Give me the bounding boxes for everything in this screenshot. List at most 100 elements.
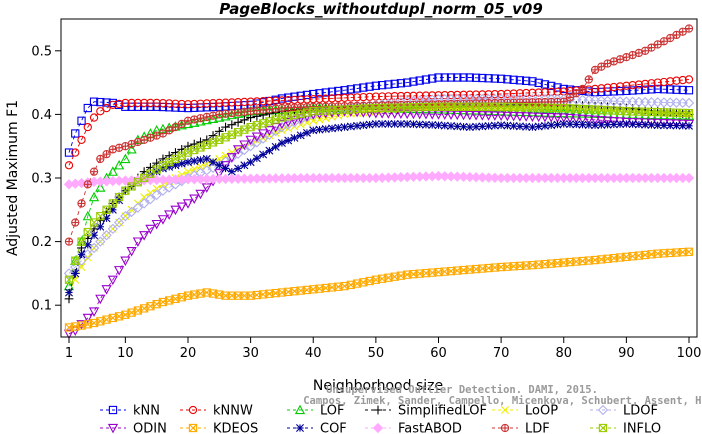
data-point bbox=[478, 90, 487, 99]
data-point bbox=[509, 89, 518, 98]
legend-label: kNN bbox=[133, 404, 160, 419]
data-point bbox=[71, 129, 80, 138]
legend-item-ldf: LDF bbox=[492, 422, 550, 434]
legend-label: LOF bbox=[320, 404, 345, 419]
data-point bbox=[289, 115, 300, 126]
data-point bbox=[440, 121, 449, 130]
data-point bbox=[596, 116, 607, 126]
data-point bbox=[521, 106, 532, 117]
data-point bbox=[214, 169, 225, 179]
data-point bbox=[190, 99, 199, 109]
data-point bbox=[528, 77, 537, 86]
data-point bbox=[265, 96, 274, 106]
data-point bbox=[484, 121, 493, 130]
data-point bbox=[258, 129, 269, 139]
data-point bbox=[346, 122, 355, 131]
data-point bbox=[578, 84, 587, 94]
data-point bbox=[252, 97, 262, 106]
series-inflo bbox=[64, 102, 694, 284]
data-point bbox=[684, 108, 694, 118]
data-point bbox=[471, 90, 481, 99]
data-point bbox=[539, 107, 551, 117]
data-point bbox=[666, 77, 675, 86]
data-point bbox=[415, 91, 424, 100]
data-point bbox=[527, 112, 538, 122]
data-point bbox=[126, 144, 137, 154]
data-point bbox=[276, 119, 288, 130]
data-point bbox=[171, 103, 180, 112]
data-point bbox=[152, 98, 161, 108]
data-point bbox=[653, 121, 662, 130]
y-tick-label: 0.3 bbox=[31, 172, 52, 187]
data-point bbox=[101, 230, 112, 241]
legend-label: ODIN bbox=[133, 422, 167, 434]
data-point bbox=[428, 120, 437, 129]
legend-label: LDOF bbox=[623, 404, 658, 419]
data-point bbox=[64, 161, 74, 170]
data-point bbox=[534, 88, 543, 97]
data-point bbox=[597, 120, 606, 129]
data-point bbox=[464, 110, 475, 121]
data-point bbox=[95, 236, 106, 247]
legend-marker bbox=[597, 404, 609, 416]
data-point bbox=[240, 97, 249, 107]
legend-item-knnw: kNNW bbox=[180, 404, 253, 419]
data-point bbox=[96, 154, 105, 164]
data-point bbox=[265, 146, 274, 155]
data-point bbox=[127, 102, 136, 111]
data-point bbox=[164, 210, 175, 220]
data-point bbox=[522, 122, 531, 131]
legend-marker bbox=[294, 404, 306, 415]
data-point bbox=[672, 76, 681, 85]
data-point bbox=[189, 194, 200, 205]
data-point bbox=[528, 88, 537, 97]
data-point bbox=[365, 82, 374, 91]
data-point bbox=[666, 121, 675, 130]
data-point bbox=[232, 145, 244, 155]
data-point bbox=[527, 106, 538, 117]
data-point bbox=[177, 103, 186, 112]
x-tick-label: 80 bbox=[555, 346, 572, 361]
data-point bbox=[672, 121, 681, 130]
data-point bbox=[553, 83, 562, 92]
data-point bbox=[120, 153, 131, 164]
legend-label: INFLO bbox=[623, 422, 661, 434]
data-point bbox=[515, 122, 524, 131]
data-point bbox=[653, 78, 662, 87]
data-point bbox=[77, 237, 86, 246]
data-point bbox=[390, 92, 399, 101]
series-knnw bbox=[64, 75, 694, 170]
data-point bbox=[88, 307, 100, 317]
data-point bbox=[439, 110, 450, 120]
data-point bbox=[190, 157, 199, 166]
data-point bbox=[459, 122, 468, 131]
data-point bbox=[472, 122, 481, 131]
data-point bbox=[245, 135, 256, 146]
data-point bbox=[503, 89, 512, 98]
data-point bbox=[672, 85, 681, 94]
x-axis: 1 10 20 30 40 50 60 70 80 90 100 bbox=[65, 337, 701, 361]
data-point bbox=[584, 120, 593, 129]
data-point bbox=[403, 119, 412, 128]
data-point bbox=[615, 82, 625, 91]
data-point bbox=[277, 139, 286, 148]
data-point bbox=[65, 288, 73, 297]
data-point bbox=[641, 120, 650, 129]
data-point bbox=[126, 246, 137, 257]
data-point bbox=[514, 106, 526, 116]
data-point bbox=[484, 90, 493, 99]
data-point bbox=[539, 112, 551, 123]
data-point bbox=[132, 202, 144, 213]
data-point bbox=[246, 97, 255, 106]
data-point bbox=[346, 85, 355, 94]
data-point bbox=[284, 136, 293, 145]
data-point bbox=[678, 75, 687, 85]
data-point bbox=[64, 148, 74, 157]
data-point bbox=[684, 75, 694, 84]
data-point bbox=[95, 294, 106, 305]
data-point bbox=[490, 90, 500, 99]
data-point bbox=[408, 103, 419, 113]
data-point bbox=[221, 122, 230, 132]
data-point bbox=[82, 210, 93, 221]
data-point bbox=[490, 121, 499, 130]
